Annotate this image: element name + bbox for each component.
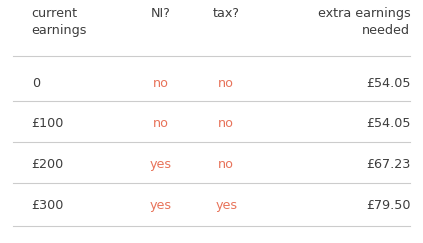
Text: no: no	[218, 157, 234, 171]
Text: no: no	[218, 77, 234, 90]
Text: yes: yes	[150, 157, 172, 171]
Text: tax?: tax?	[213, 7, 240, 20]
Text: yes: yes	[215, 199, 237, 212]
Text: yes: yes	[150, 199, 172, 212]
Text: £79.50: £79.50	[366, 199, 410, 212]
Text: £200: £200	[32, 157, 64, 171]
Text: extra earnings
needed: extra earnings needed	[318, 7, 410, 37]
Text: £54.05: £54.05	[366, 77, 410, 90]
Text: £100: £100	[32, 117, 64, 130]
Text: £54.05: £54.05	[366, 117, 410, 130]
Text: no: no	[153, 77, 169, 90]
Text: current
earnings: current earnings	[32, 7, 87, 37]
Text: NI?: NI?	[151, 7, 170, 20]
Text: £67.23: £67.23	[366, 157, 410, 171]
Text: £300: £300	[32, 199, 64, 212]
Text: no: no	[218, 117, 234, 130]
Text: no: no	[153, 117, 169, 130]
Text: 0: 0	[32, 77, 40, 90]
